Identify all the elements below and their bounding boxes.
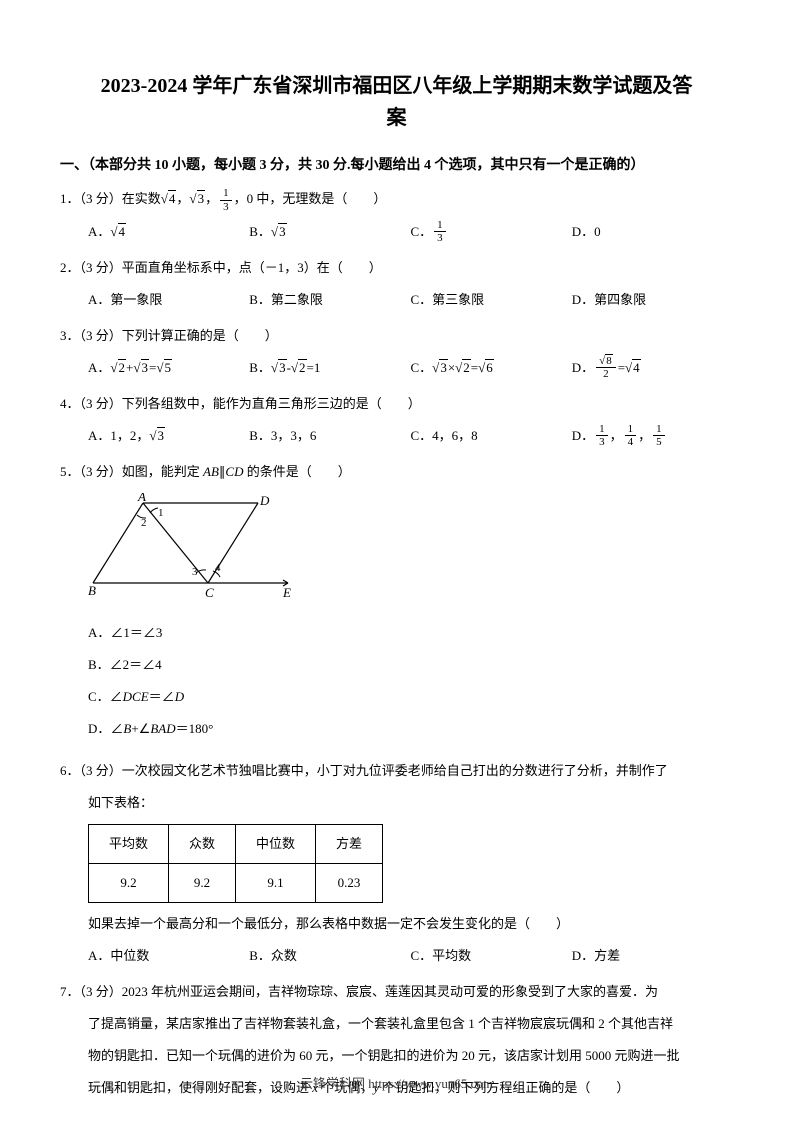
td-median: 9.1 xyxy=(236,863,316,902)
svg-text:D: D xyxy=(259,493,270,508)
q1-text: 1．（3 分）在实数4，3，13，0 中，无理数是（ ） xyxy=(60,186,733,213)
q3-options: A．2+3=5 B．3 - 2=1 C．3×2=6 D．82=4 xyxy=(60,355,733,381)
q4-optA: A．1，2，3 xyxy=(88,423,249,449)
q2-text: 2．（3 分）平面直角坐标系中，点（－1，3）在（ ） xyxy=(60,255,733,281)
question-1: 1．（3 分）在实数4，3，13，0 中，无理数是（ ） A．4 B．3 C．1… xyxy=(60,186,733,245)
q4-optD: D．13，14，15 xyxy=(572,423,733,449)
q4-options: A．1，2，3 B．3，3，6 C．4，6，8 D．13，14，15 xyxy=(60,423,733,449)
q6-optA: A．中位数 xyxy=(88,943,249,969)
title-line2: 案 xyxy=(387,107,407,129)
svg-text:1: 1 xyxy=(158,507,164,519)
q6-text3: 如果去掉一个最高分和一个最低分，那么表格中数据一定不会发生变化的是（ ） xyxy=(60,911,733,937)
question-4: 4．（3 分）下列各组数中，能作为直角三角形三边的是（ ） A．1，2，3 B．… xyxy=(60,391,733,449)
q2-optB: B．第二象限 xyxy=(249,287,410,313)
q4-text: 4．（3 分）下列各组数中，能作为直角三角形三边的是（ ） xyxy=(60,391,733,417)
section-1-header: 一、（本部分共 10 小题，每小题 3 分，共 30 分.每小题给出 4 个选项… xyxy=(60,154,733,174)
question-3: 3．（3 分）下列计算正确的是（ ） A．2+3=5 B．3 - 2=1 C．3… xyxy=(60,323,733,381)
q2-optD: D．第四象限 xyxy=(572,287,733,313)
q2-optA: A．第一象限 xyxy=(88,287,249,313)
svg-text:4: 4 xyxy=(215,562,221,574)
table-row: 9.2 9.2 9.1 0.23 xyxy=(89,863,383,902)
q7-line1: 7．（3 分）2023 年杭州亚运会期间，吉祥物琮琮、宸宸、莲莲因其灵动可爱的形… xyxy=(60,979,733,1005)
svg-text:3: 3 xyxy=(192,566,198,578)
q3-optD: D．82=4 xyxy=(572,355,733,381)
q3-optC: C．3×2=6 xyxy=(411,355,572,381)
th-mode: 众数 xyxy=(169,824,236,863)
q6-text2: 如下表格： xyxy=(60,790,733,816)
svg-text:E: E xyxy=(282,585,291,600)
q6-optC: C．平均数 xyxy=(411,943,572,969)
q3-optA: A．2+3=5 xyxy=(88,355,249,381)
q5-optC: C．∠DCE＝∠D xyxy=(88,684,418,710)
question-6: 6．（3 分）一次校园文化艺术节独唱比赛中，小丁对九位评委老师给自己打出的分数进… xyxy=(60,758,733,969)
q1-optD: D．0 xyxy=(572,219,733,245)
q5-diagram: A D B C E 1 2 3 4 xyxy=(60,493,733,612)
q2-optC: C．第三象限 xyxy=(411,287,572,313)
q5-optA: A．∠1＝∠3 xyxy=(88,620,418,646)
sqrt-4: 4 xyxy=(161,186,177,212)
q3-text: 3．（3 分）下列计算正确的是（ ） xyxy=(60,323,733,349)
svg-text:A: A xyxy=(137,493,146,504)
th-mean: 平均数 xyxy=(89,824,169,863)
q6-optB: B．众数 xyxy=(249,943,410,969)
q3-optB: B．3 - 2=1 xyxy=(249,355,410,381)
q6-table: 平均数 众数 中位数 方差 9.2 9.2 9.1 0.23 xyxy=(60,824,733,903)
q1-options: A．4 B．3 C．13 D．0 xyxy=(60,219,733,245)
table-row: 平均数 众数 中位数 方差 xyxy=(89,824,383,863)
page-footer: 云锋学科网 https://www.yun65.com xyxy=(0,1073,793,1092)
parallelogram-diagram: A D B C E 1 2 3 4 xyxy=(88,493,298,603)
q7-line3: 物的钥匙扣．已知一个玩偶的进价为 60 元，一个钥匙扣的进价为 20 元，该店家… xyxy=(60,1043,733,1069)
svg-text:2: 2 xyxy=(141,517,147,529)
th-median: 中位数 xyxy=(236,824,316,863)
question-5: 5．（3 分）如图，能判定 AB∥CD 的条件是（ ） A D B C E 1 … xyxy=(60,459,733,748)
td-mode: 9.2 xyxy=(169,863,236,902)
q6-optD: D．方差 xyxy=(572,943,733,969)
q1-optC: C．13 xyxy=(411,219,572,245)
frac-1-3: 13 xyxy=(220,187,232,212)
q4-optB: B．3，3，6 xyxy=(249,423,410,449)
svg-text:B: B xyxy=(88,583,96,598)
q2-options: A．第一象限 B．第二象限 C．第三象限 D．第四象限 xyxy=(60,287,733,313)
page-title: 2023-2024 学年广东省深圳市福田区八年级上学期期末数学试题及答 案 xyxy=(60,70,733,134)
td-variance: 0.23 xyxy=(316,863,383,902)
q5-optD: D．∠B+∠BAD＝180° xyxy=(88,716,418,742)
q1-optB: B．3 xyxy=(249,219,410,245)
q5-optB: B．∠2＝∠4 xyxy=(88,652,418,678)
th-variance: 方差 xyxy=(316,824,383,863)
svg-text:C: C xyxy=(205,585,214,600)
q4-optC: C．4，6，8 xyxy=(411,423,572,449)
q5-options: A．∠1＝∠3 B．∠2＝∠4 C．∠DCE＝∠D D．∠B+∠BAD＝180° xyxy=(60,620,733,748)
q1-optA: A．4 xyxy=(88,219,249,245)
td-mean: 9.2 xyxy=(89,863,169,902)
title-line1: 2023-2024 学年广东省深圳市福田区八年级上学期期末数学试题及答 xyxy=(101,75,693,97)
question-2: 2．（3 分）平面直角坐标系中，点（－1，3）在（ ） A．第一象限 B．第二象… xyxy=(60,255,733,313)
q7-line2: 了提高销量，某店家推出了吉祥物套装礼盒，一个套装礼盒里包含 1 个吉祥物宸宸玩偶… xyxy=(60,1011,733,1037)
q5-text: 5．（3 分）如图，能判定 AB∥CD 的条件是（ ） xyxy=(60,459,733,485)
q6-text: 6．（3 分）一次校园文化艺术节独唱比赛中，小丁对九位评委老师给自己打出的分数进… xyxy=(60,758,733,784)
sqrt-3: 3 xyxy=(189,186,205,212)
q6-options: A．中位数 B．众数 C．平均数 D．方差 xyxy=(60,943,733,969)
